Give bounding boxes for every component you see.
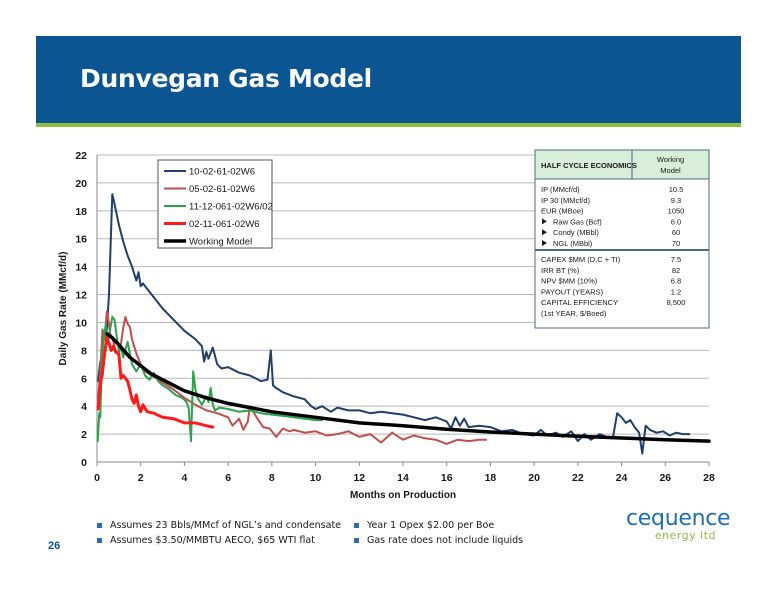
economics-row-value: 10.5: [669, 185, 684, 194]
y-tick-label: 4: [81, 401, 87, 413]
x-tick-label: 26: [659, 472, 671, 484]
company-logo: cequence energy ltd: [626, 506, 731, 542]
series-line: [105, 331, 711, 443]
economics-header-right: Working: [657, 155, 684, 164]
y-tick-label: 6: [81, 373, 87, 385]
note-item: Gas rate does not include liquids: [354, 535, 523, 546]
x-tick-label: 14: [397, 472, 409, 484]
x-tick-label: 18: [485, 472, 497, 484]
logo-wordmark: cequence: [626, 506, 731, 531]
bullet-icon: [97, 523, 102, 528]
y-tick-label: 18: [75, 206, 87, 218]
economics-row-label: Condy (MBbl): [553, 228, 599, 237]
economics-row-label: PAYOUT (YEARS): [541, 287, 604, 296]
economics-header-bg: [534, 149, 710, 180]
notes-left: Assumes 23 Bbls/MMcf of NGL’s and conden…: [97, 520, 341, 550]
legend-label: 11-12-061-02W6/02: [189, 202, 273, 213]
economics-row-value: 60: [672, 228, 680, 237]
bullet-icon: [97, 538, 102, 543]
economics-row-value: 6.0: [671, 217, 681, 226]
economics-row-value: 6.8: [671, 277, 681, 286]
legend-label: 02-11-061-02W6: [189, 219, 260, 230]
x-tick-label: 4: [182, 472, 188, 484]
economics-row-label: IP (MMcf/d): [541, 185, 580, 194]
x-tick-label: 2: [138, 472, 144, 484]
y-axis-label: Daily Gas Rate (MMcf/d): [58, 252, 69, 366]
economics-header-right: Model: [660, 166, 681, 175]
economics-row-label: NPV $MM (10%): [541, 277, 598, 286]
arrow-bullet-icon: [542, 229, 547, 236]
note-text: Assumes 23 Bbls/MMcf of NGL’s and conden…: [110, 520, 342, 531]
x-tick-label: 22: [572, 472, 584, 484]
arrow-bullet-icon: [542, 240, 547, 246]
series-line: [96, 336, 215, 429]
economics-row-value: 1050: [668, 207, 685, 216]
economics-row-value: 9.3: [671, 196, 681, 205]
economics-row-value: 8,500: [667, 298, 686, 307]
economics-row-value: 7.5: [671, 255, 681, 264]
y-tick-label: 22: [75, 150, 87, 162]
title-bar: [36, 36, 741, 127]
note-item: Assumes $3.50/MMBTU AECO, $65 WTI flat: [97, 535, 341, 546]
legend-label: Working Model: [189, 237, 252, 248]
notes-right: Year 1 Opex $2.00 per Boe Gas rate does …: [354, 520, 523, 550]
y-tick-label: 0: [81, 457, 87, 469]
x-tick-label: 0: [94, 472, 100, 484]
x-tick-label: 20: [528, 472, 540, 484]
series-line: [96, 315, 324, 443]
economics-table: [534, 149, 710, 329]
economics-row-label: (1st YEAR, $/Boed): [541, 309, 607, 318]
legend-box: [157, 159, 273, 249]
note-item: Assumes 23 Bbls/MMcf of NGL’s and conden…: [97, 520, 341, 531]
note-text: Year 1 Opex $2.00 per Boe: [367, 520, 495, 531]
economics-row-value: 1.2: [671, 287, 681, 296]
title-accent-line: [36, 123, 741, 127]
logo-subtitle: energy ltd: [654, 529, 716, 542]
bullet-icon: [354, 523, 359, 528]
note-text: Assumes $3.50/MMBTU AECO, $65 WTI flat: [110, 535, 315, 546]
x-tick-label: 10: [310, 472, 322, 484]
y-tick-label: 14: [75, 262, 87, 274]
x-axis-label: Months on Production: [350, 490, 456, 501]
arrow-bullet-icon: [542, 218, 547, 225]
x-tick-label: 12: [353, 472, 365, 484]
x-tick-label: 8: [269, 472, 275, 484]
y-tick-label: 8: [81, 345, 87, 357]
note-item: Year 1 Opex $2.00 per Boe: [354, 520, 523, 531]
note-text: Gas rate does not include liquids: [367, 535, 524, 546]
economics-row-label: IRR BT (%): [541, 266, 580, 275]
y-tick-label: 2: [81, 429, 87, 441]
page-number: 26: [48, 540, 61, 552]
legend-label: 05-02-61-02W6: [189, 184, 255, 195]
economics-row-value: 70: [672, 239, 680, 248]
economics-row-label: NGL (MBbl): [553, 239, 593, 248]
economics-row-label: IP 30 (MMcf/d): [541, 196, 591, 205]
y-tick-label: 20: [75, 178, 87, 190]
economics-row-value: 82: [672, 266, 680, 275]
economics-row-label: CAPEX $MM (D,C + TI): [541, 255, 621, 264]
x-tick-label: 24: [616, 472, 628, 484]
x-tick-label: 16: [441, 472, 453, 484]
legend-label: 10-02-61-02W6: [189, 167, 255, 178]
y-tick-label: 10: [75, 317, 87, 329]
bullet-icon: [354, 538, 359, 543]
slide-title: Dunvegan Gas Model: [80, 64, 372, 93]
economics-header-left: HALF CYCLE ECONOMICS: [541, 161, 637, 170]
economics-row-label: CAPITAL EFFICIENCY: [541, 298, 618, 307]
x-tick-label: 28: [703, 472, 715, 484]
y-tick-label: 12: [75, 290, 87, 302]
y-tick-label: 16: [75, 234, 87, 246]
economics-row-label: EUR (MBoe): [541, 207, 584, 216]
economics-row-label: Raw Gas (Bcf): [553, 217, 602, 226]
x-tick-label: 6: [225, 472, 231, 484]
